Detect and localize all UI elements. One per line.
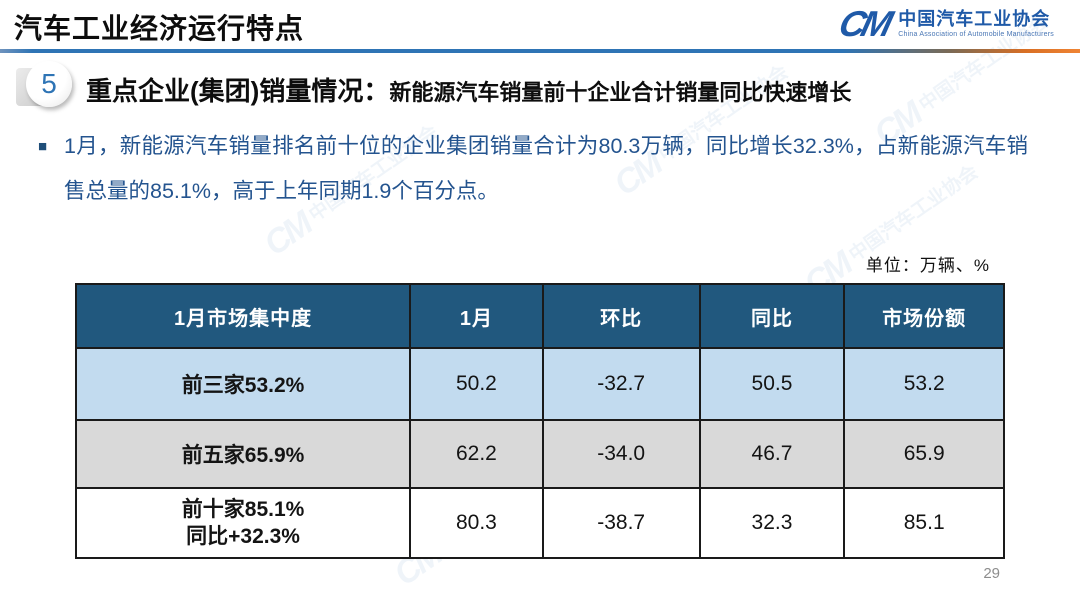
column-header: 1月 — [409, 283, 544, 349]
row-label: 前三家53.2% — [74, 347, 412, 421]
logo-org-name-cn: 中国汽车工业协会 — [898, 9, 1051, 30]
summary-paragraph: ■ 1月，新能源汽车销量排名前十位的企业集团销量合计为80.3万辆，同比增长32… — [38, 124, 1028, 214]
table-header-row: 1月市场集中度 1月 环比 同比 市场份额 — [74, 283, 1005, 349]
cell-jan-volume: 50.2 — [409, 347, 544, 421]
cell-market-share: 85.1 — [843, 487, 1005, 559]
table-unit-label: 单位：万辆、% — [865, 256, 990, 275]
cell-yoy-change: 50.5 — [698, 347, 846, 421]
table-row-top5: 前五家65.9% 62.2 -34.0 46.7 65.9 — [74, 419, 1005, 489]
row-label-line2: 同比+32.3% — [186, 525, 300, 548]
table-row-top10: 前十家85.1% 同比+32.3% 80.3 -38.7 32.3 85.1 — [74, 487, 1005, 559]
row-label: 前十家85.1% 同比+32.3% — [74, 487, 412, 559]
table-row-top3: 前三家53.2% 50.2 -32.7 50.5 53.2 — [74, 347, 1005, 421]
column-header: 市场份额 — [843, 283, 1005, 349]
section-heading: 重点企业(集团)销量情况：新能源汽车销量前十企业合计销量同比快速增长 — [86, 71, 851, 108]
row-label-line1: 前十家85.1% — [181, 497, 305, 521]
section-heading-main: 重点企业(集团)销量情况： — [86, 76, 390, 106]
section-number-badge: 5 — [16, 60, 74, 110]
logo-org-name-en: China Association of Automobile Manufact… — [898, 30, 1054, 38]
cell-yoy-change: 32.3 — [698, 487, 846, 559]
market-concentration-table: 1月市场集中度 1月 环比 同比 市场份额 前三家53.2% 50.2 -32.… — [74, 283, 1005, 559]
cell-market-share: 65.9 — [843, 419, 1005, 489]
page-number: 29 — [983, 565, 1000, 582]
cell-jan-volume: 80.3 — [409, 487, 544, 559]
page-title: 汽车工业经济运行特点 — [14, 13, 305, 44]
cell-mom-change: -34.0 — [541, 419, 701, 489]
title-divider — [0, 49, 1080, 53]
square-bullet-icon: ■ — [38, 138, 48, 155]
row-label: 前五家65.9% — [74, 419, 412, 489]
column-header: 1月市场集中度 — [74, 283, 412, 349]
column-header: 环比 — [541, 283, 701, 349]
cell-jan-volume: 62.2 — [409, 419, 544, 489]
section-heading-sub: 新能源汽车销量前十企业合计销量同比快速增长 — [389, 80, 852, 105]
badge-circle: 5 — [26, 61, 72, 107]
cma-logo: CM 中国汽车工业协会 China Association of Automob… — [835, 3, 1054, 44]
cell-mom-change: -32.7 — [541, 347, 701, 421]
cma-logo-watermark-icon: CM — [257, 205, 318, 264]
cell-market-share: 53.2 — [843, 347, 1005, 421]
cma-logo-icon: CM — [835, 3, 894, 44]
cell-yoy-change: 46.7 — [698, 419, 846, 489]
cell-mom-change: -38.7 — [541, 487, 701, 559]
column-header: 同比 — [698, 283, 846, 349]
summary-text: 1月，新能源汽车销量排名前十位的企业集团销量合计为80.3万辆，同比增长32.3… — [64, 134, 1028, 203]
